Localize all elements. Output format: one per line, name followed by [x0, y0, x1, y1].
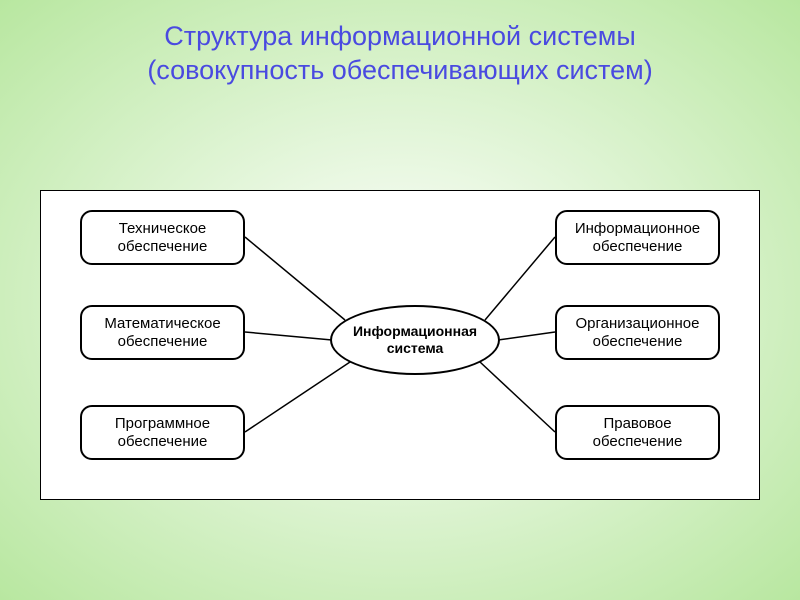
slide: Структура информационной системы (совоку…	[0, 0, 800, 600]
center-node: Информационная система	[330, 305, 500, 375]
node-org: Организационноеобеспечение	[555, 305, 720, 360]
node-soft: Программноеобеспечение	[80, 405, 245, 460]
title-line-2: (совокупность обеспечивающих систем)	[147, 55, 652, 85]
node-math: Математическоеобеспечение	[80, 305, 245, 360]
page-title: Структура информационной системы (совоку…	[0, 20, 800, 88]
center-label: Информационная система	[353, 323, 477, 357]
node-tech: Техническоеобеспечение	[80, 210, 245, 265]
node-legal: Правовоеобеспечение	[555, 405, 720, 460]
title-line-1: Структура информационной системы	[164, 21, 636, 51]
node-info: Информационноеобеспечение	[555, 210, 720, 265]
